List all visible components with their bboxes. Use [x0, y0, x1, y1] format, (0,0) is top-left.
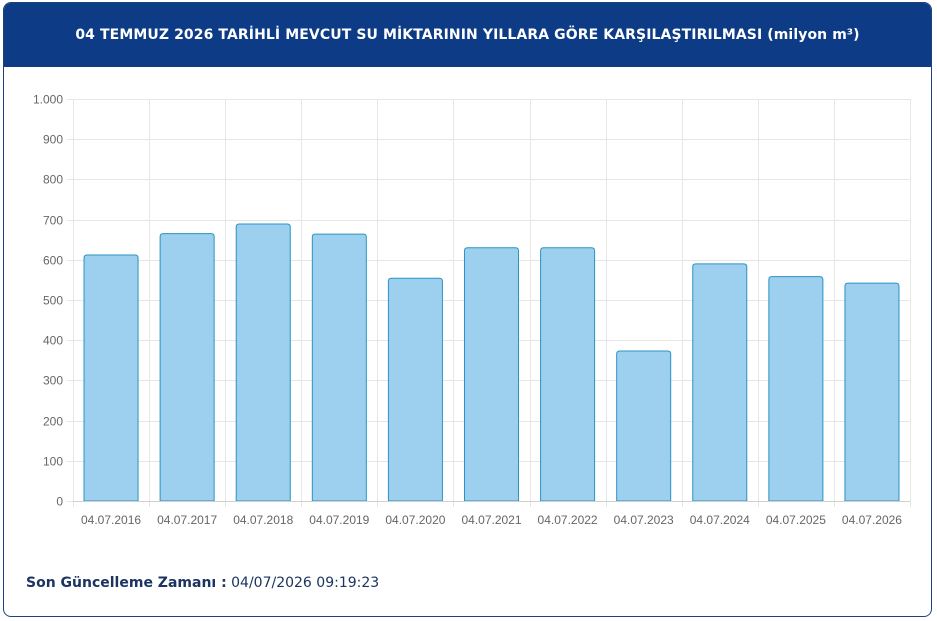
bar-chart: 0 100 200 300 400 500 600 700 800 900 1.000 04.07.2…	[4, 67, 931, 557]
x-tick-label: 04.07.2017	[157, 513, 217, 527]
y-tick-label: 300	[43, 374, 63, 388]
chart-svg: 0 100 200 300 400 500 600 700 800 900 1.000 04.07.2…	[33, 93, 911, 527]
y-tick-label: 0	[56, 495, 63, 509]
y-tick-label: 800	[43, 173, 63, 187]
last-updated: Son Güncelleme Zamanı : 04/07/2026 09:19…	[26, 575, 379, 591]
y-tick-label: 500	[43, 294, 63, 308]
bar	[768, 276, 824, 502]
last-updated-label: Son Güncelleme Zamanı :	[26, 575, 227, 591]
bar	[540, 247, 596, 502]
bar	[616, 350, 672, 502]
y-tick-label: 600	[43, 254, 63, 268]
x-tick-label: 04.07.2020	[385, 513, 445, 527]
last-updated-value: 04/07/2026 09:19:23	[231, 575, 380, 591]
bar	[692, 263, 748, 502]
bar	[387, 277, 443, 502]
chart-card: 04 TEMMUZ 2026 TARİHLİ MEVCUT SU MİKTARI…	[3, 2, 932, 617]
y-tick-label: 1.000	[33, 93, 63, 107]
x-tick-label: 04.07.2021	[461, 513, 521, 527]
x-tick-label: 04.07.2022	[538, 513, 598, 527]
bar	[844, 282, 900, 502]
chart-title: 04 TEMMUZ 2026 TARİHLİ MEVCUT SU MİKTARI…	[4, 3, 931, 67]
y-tick-label: 700	[43, 214, 63, 228]
y-tick-label: 400	[43, 334, 63, 348]
x-tick-label: 04.07.2026	[842, 513, 902, 527]
x-tick-label: 04.07.2018	[233, 513, 293, 527]
bar	[463, 247, 520, 502]
bar	[311, 233, 367, 502]
y-tick-label: 200	[43, 415, 63, 429]
bar	[159, 233, 215, 502]
y-tick-label: 900	[43, 133, 63, 147]
x-tick-label: 04.07.2024	[690, 513, 750, 527]
y-tick-label: 100	[43, 455, 63, 469]
x-tick-label: 04.07.2023	[614, 513, 674, 527]
x-tick-label: 04.07.2016	[81, 513, 141, 527]
x-tick-label: 04.07.2019	[309, 513, 369, 527]
x-tick-label: 04.07.2025	[766, 513, 826, 527]
bar	[83, 254, 139, 502]
bar	[235, 223, 291, 502]
